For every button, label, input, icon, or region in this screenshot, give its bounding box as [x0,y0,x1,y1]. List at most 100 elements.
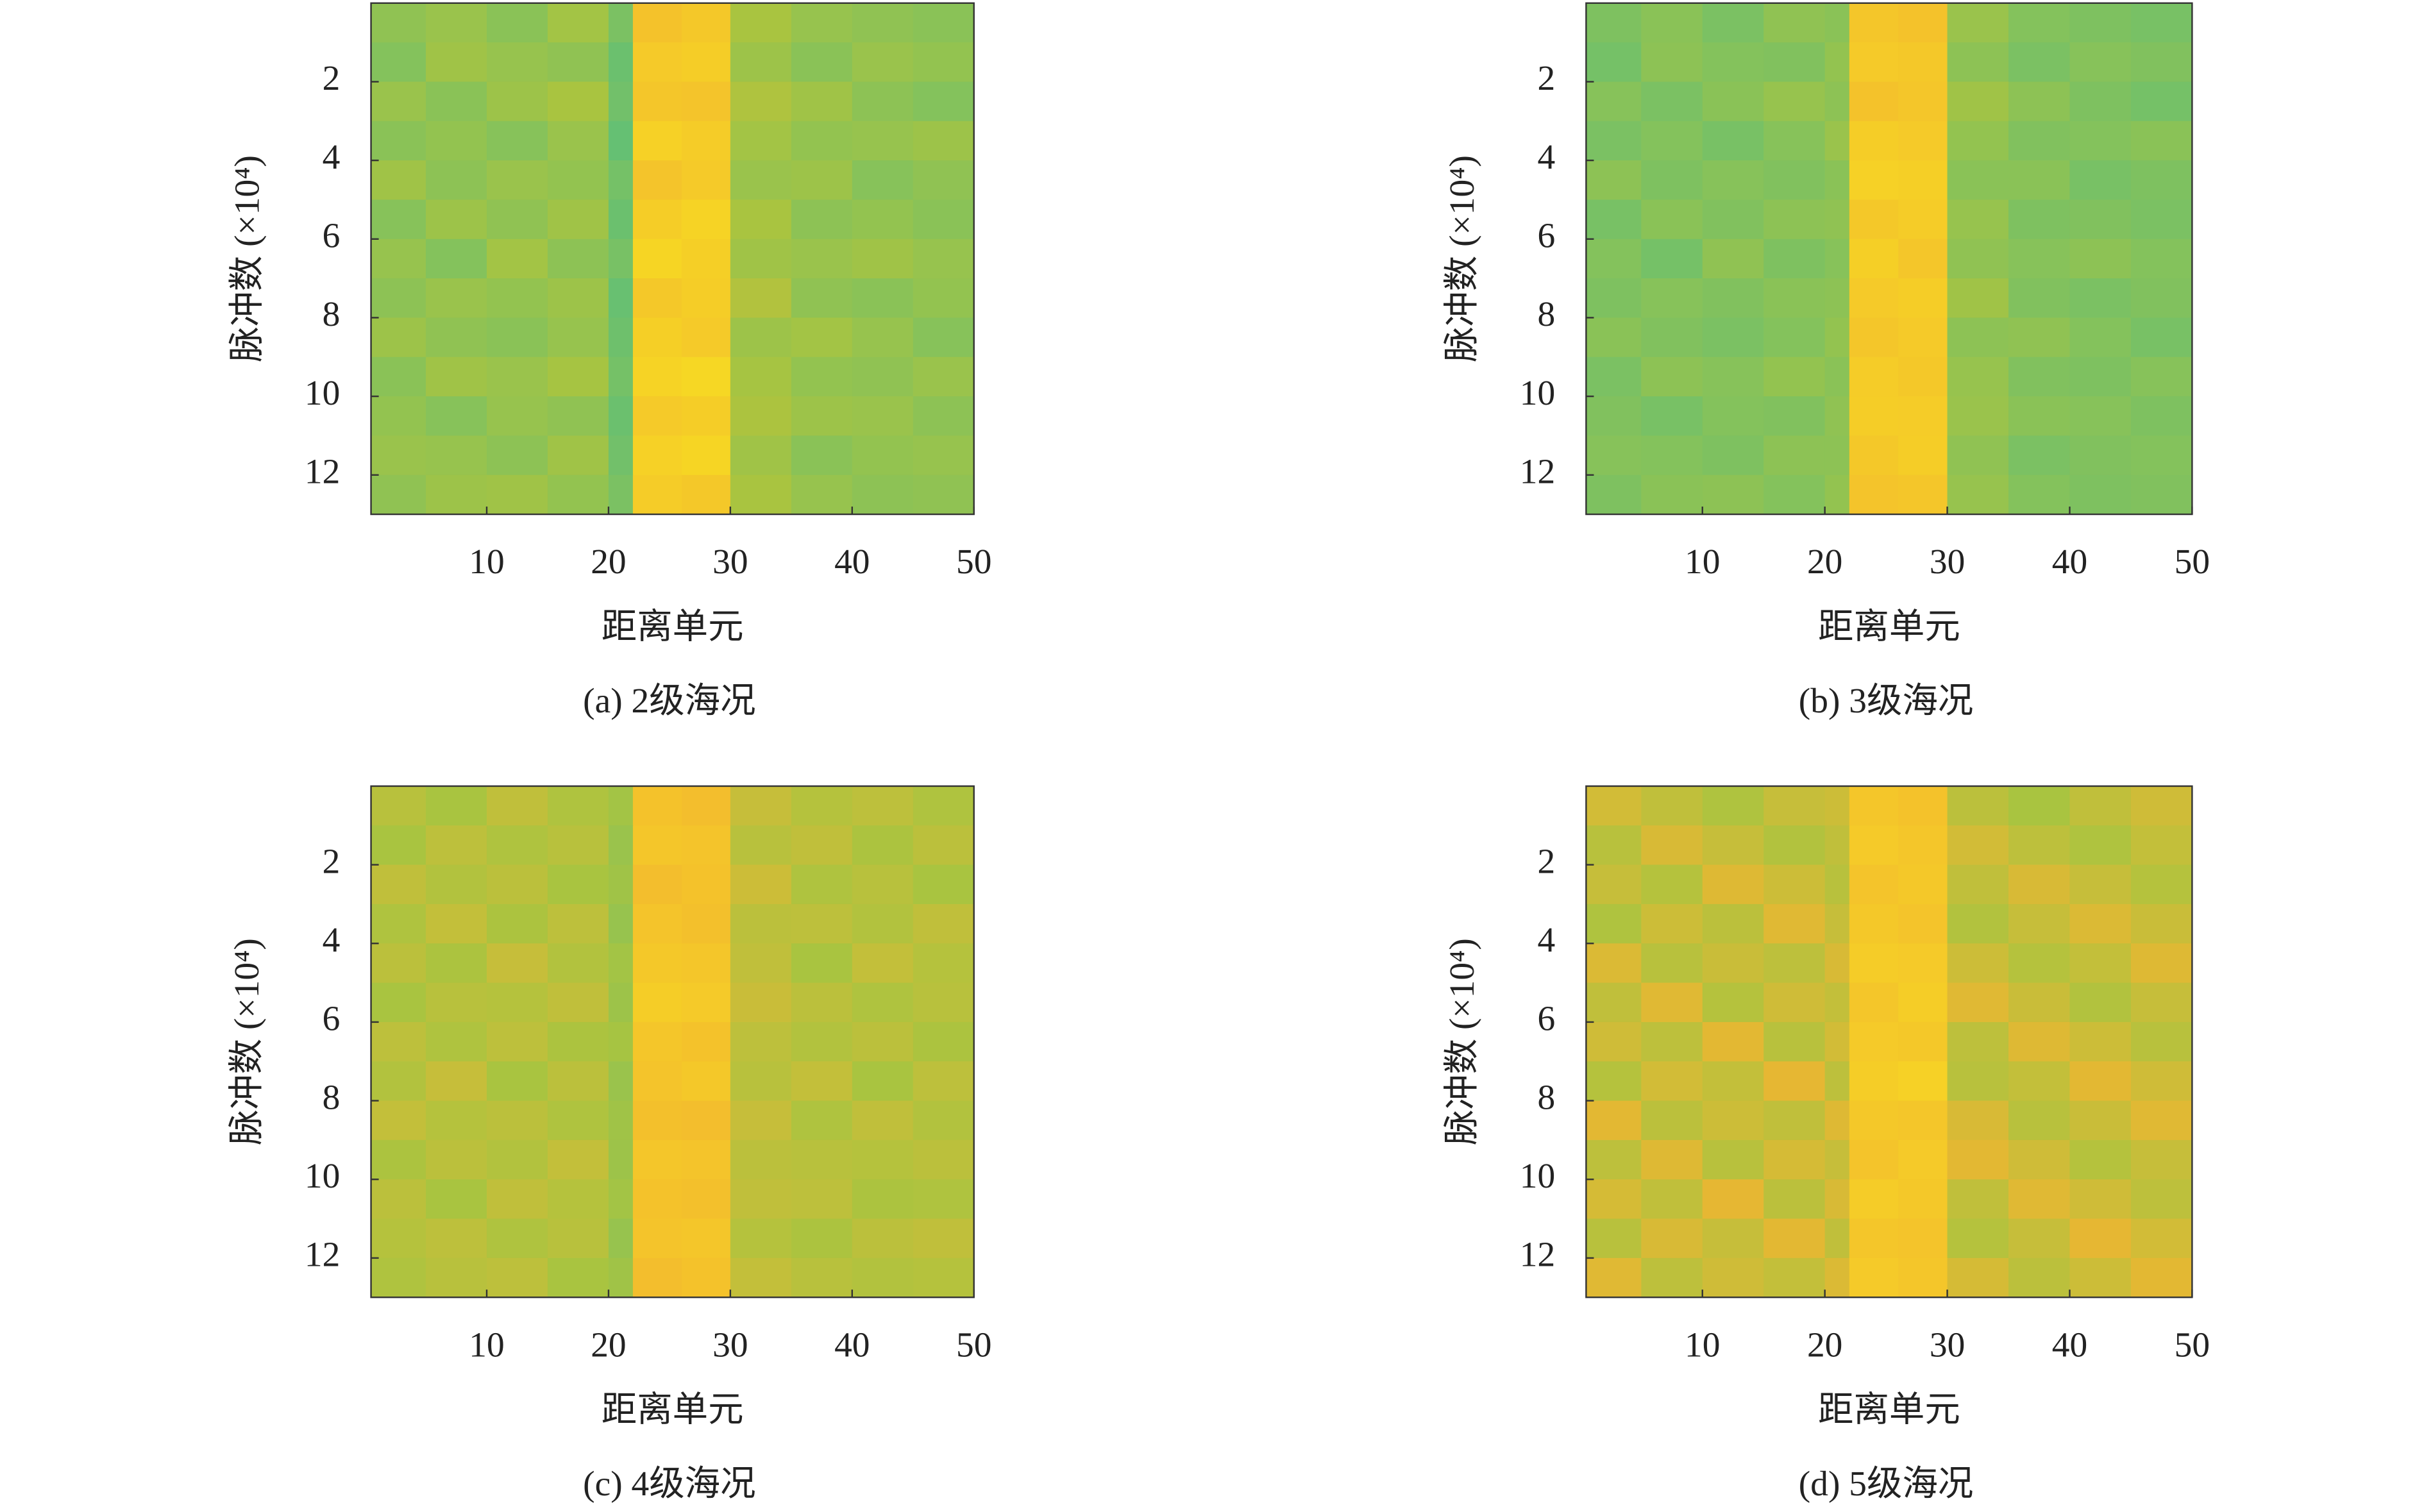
plot-frame [370,785,975,1298]
heatmap-cell [608,239,634,279]
heatmap-cell [2130,1179,2193,1220]
heatmap-cell [730,475,792,515]
heatmap-cell [852,785,914,827]
heatmap-cell [371,121,426,161]
heatmap-cell [1824,475,1850,515]
heatmap-cell [608,1179,634,1220]
heatmap-cell [1898,1257,1948,1298]
heatmap-cell [1898,864,1948,905]
heatmap-cell [547,1061,609,1102]
heatmap-cell [632,825,682,866]
heatmap-cell [913,1021,975,1062]
y-tick-label: 6 [1537,216,1555,255]
heatmap-cell [791,160,853,201]
heatmap [371,3,975,515]
heatmap-cell [913,1061,975,1102]
heatmap-cell [730,1257,792,1298]
heatmap-cell [791,81,853,122]
heatmap-cell [1849,825,1899,866]
heatmap-cell [608,317,634,358]
heatmap-cell [1849,1257,1899,1298]
heatmap-cell [1702,1179,1764,1220]
heatmap-cell [913,1139,975,1180]
heatmap-cell [791,1179,853,1220]
heatmap-cell [547,785,609,827]
heatmap-cell [730,1061,792,1102]
heatmap-cell [791,42,853,83]
heatmap-cell [1641,903,1703,944]
heatmap-cell [1702,982,1764,1023]
heatmap-cell [681,357,731,397]
heatmap-cell [426,435,487,476]
heatmap-cell [547,1218,609,1259]
heatmap-cell [1947,199,2009,240]
heatmap-cell [632,943,682,984]
heatmap-cell [2008,435,2071,476]
heatmap-cell [426,396,487,437]
heatmap-cell [2069,42,2132,83]
y-tick-label: 12 [1520,451,1555,491]
heatmap-cell [913,396,975,437]
heatmap-cell [547,982,609,1023]
heatmap-cell [681,396,731,437]
heatmap-cell [681,1218,731,1259]
heatmap-cell [632,1218,682,1259]
heatmap-cell [913,864,975,905]
heatmap-cell [1898,1218,1948,1259]
heatmap [1586,785,2193,1298]
heatmap-cell [791,317,853,358]
heatmap-cell [547,825,609,866]
heatmap-cell [371,239,426,279]
heatmap-cell [487,278,548,319]
heatmap-cell [371,1100,426,1141]
heatmap-cell [852,1139,914,1180]
heatmap-cell [1947,160,2009,201]
heatmap-cell [487,199,548,240]
heatmap-cell [487,42,548,83]
heatmap-cell [1702,825,1764,866]
heatmap-cell [2130,160,2193,201]
heatmap-cell [632,396,682,437]
y-tick-label: 4 [323,137,341,176]
heatmap-cell [371,903,426,944]
heatmap-cell [1586,199,1642,240]
heatmap-cell [632,982,682,1023]
heatmap-cell [681,982,731,1023]
y-tick-label: 2 [1537,58,1555,97]
heatmap-cell [1898,1100,1948,1141]
heatmap-cell [913,943,975,984]
heatmap-cell [371,317,426,358]
heatmap-cell [371,1139,426,1180]
heatmap-cell [1849,475,1899,515]
heatmap-cell [426,1218,487,1259]
heatmap-cell [608,1257,634,1298]
heatmap-cell [1824,435,1850,476]
heatmap-cell [1641,3,1703,43]
heatmap-cell [608,357,634,397]
heatmap-cell [547,121,609,161]
y-tick-label: 12 [1520,1235,1555,1274]
heatmap-cell [2008,982,2071,1023]
heatmap-cell [608,785,634,827]
heatmap-cell [681,278,731,319]
heatmap-cell [632,199,682,240]
heatmap-cell [2130,239,2193,279]
heatmap-cell [791,1257,853,1298]
heatmap-cell [1702,1257,1764,1298]
heatmap-cell [426,1061,487,1102]
heatmap-cell [1641,1021,1703,1062]
heatmap-cell [1824,864,1850,905]
heatmap-cell [547,1179,609,1220]
heatmap-cell [547,199,609,240]
heatmap-cell [608,982,634,1023]
heatmap-cell [1898,982,1948,1023]
y-tick-label: 10 [305,373,340,412]
heatmap-cell [2130,278,2193,319]
heatmap-cell [1586,278,1642,319]
heatmap-cell [791,1021,853,1062]
heatmap-cell [913,785,975,827]
caption: (b) 3级海况 [1799,681,1974,720]
heatmap-cell [1763,396,1826,437]
heatmap-cell [487,3,548,43]
heatmap-cell [681,1139,731,1180]
